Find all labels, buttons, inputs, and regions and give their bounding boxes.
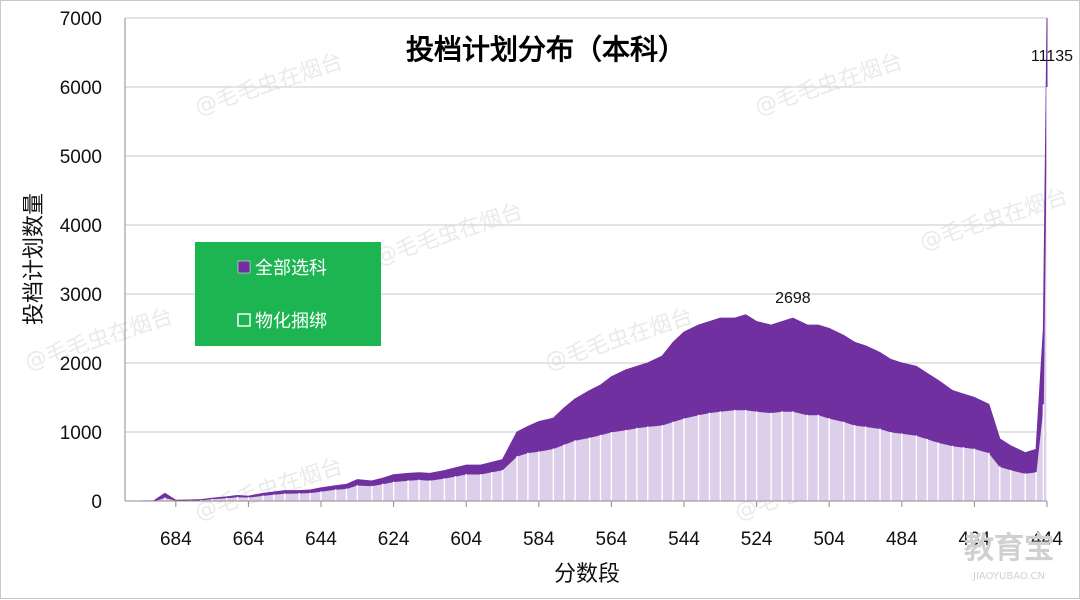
y-tick-label-0: 0 xyxy=(91,492,102,513)
data-label-2698: 2698 xyxy=(775,290,811,307)
x-tick-label-524: 524 xyxy=(741,529,773,550)
x-tick-label-564: 564 xyxy=(596,529,628,550)
data-label-11135: 11135 xyxy=(1031,48,1073,65)
legend-label-all: 全部选科 xyxy=(255,258,327,279)
watermark-text: @毛毛虫在烟台 xyxy=(752,49,906,120)
watermark-text: @毛毛虫在烟台 xyxy=(917,184,1071,255)
x-tick-label-644: 644 xyxy=(305,529,337,550)
y-tick-label-2000: 2000 xyxy=(60,354,102,375)
y-tick-label-3000: 3000 xyxy=(60,285,102,306)
corner-logo-text: 教育宝 xyxy=(964,531,1054,566)
x-tick-label-624: 624 xyxy=(378,529,410,550)
watermark-text: @毛毛虫在烟台 xyxy=(372,199,526,270)
y-tick-label-5000: 5000 xyxy=(60,147,102,168)
x-tick-label-504: 504 xyxy=(813,529,845,550)
corner-logo-subtext: JIAOYUBAO.CN xyxy=(972,571,1045,582)
x-axis-title: 分数段 xyxy=(554,562,620,587)
x-tick-labels: 684 664 644 624 604 584 564 544 524 504 484 464 444 xyxy=(160,529,1063,550)
annotations: 2698 11135 xyxy=(775,48,1073,307)
series-area-0 xyxy=(125,17,1048,502)
y-tick-label-4000: 4000 xyxy=(60,216,102,237)
y-axis-title: 投档计划数量 xyxy=(22,193,47,325)
legend-swatch-physchem xyxy=(237,313,251,327)
x-tick-label-684: 684 xyxy=(160,529,192,550)
y-tick-labels: 0 1000 2000 3000 4000 5000 6000 7000 xyxy=(60,9,102,513)
x-tick-label-484: 484 xyxy=(886,529,918,550)
y-tick-label-6000: 6000 xyxy=(60,78,102,99)
legend-label-physchem: 物化捆绑 xyxy=(255,311,327,332)
legend-swatch-all xyxy=(237,260,251,274)
y-tick-label-1000: 1000 xyxy=(60,423,102,444)
x-tick-label-584: 584 xyxy=(523,529,555,550)
x-tick-label-604: 604 xyxy=(450,529,482,550)
series-area-1 xyxy=(125,86,1048,502)
legend: 全部选科 物化捆绑 xyxy=(195,242,381,346)
x-tick-label-464: 464 xyxy=(959,529,991,550)
x-tick-label-664: 664 xyxy=(233,529,265,550)
watermark-text: @毛毛虫在烟台 xyxy=(192,49,346,120)
x-tick-label-544: 544 xyxy=(668,529,700,550)
corner-logo: 教育宝 JIAOYUBAO.CN xyxy=(964,531,1054,582)
y-tick-label-7000: 7000 xyxy=(60,9,102,30)
chart-title: 投档计划分布（本科） xyxy=(406,33,686,66)
x-tick-label-444: 444 xyxy=(1031,529,1063,550)
series-layer xyxy=(125,17,1048,502)
legend-box xyxy=(195,242,381,346)
axes xyxy=(124,18,1048,507)
